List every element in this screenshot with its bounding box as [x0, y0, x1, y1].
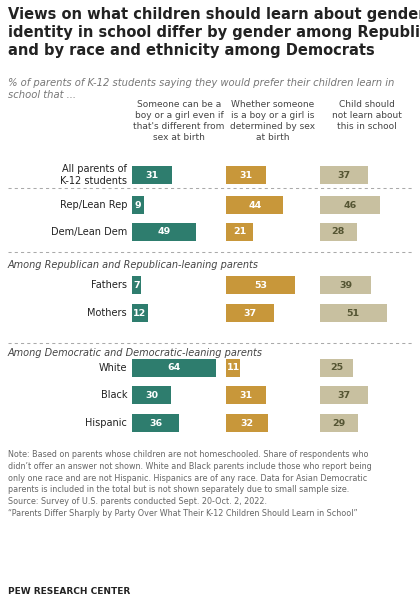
Text: 46: 46: [344, 201, 357, 210]
Text: 37: 37: [338, 390, 351, 399]
Text: Whether someone
is a boy or a girl is
determined by sex
at birth: Whether someone is a boy or a girl is de…: [231, 100, 315, 142]
Text: Views on what children should learn about gender
identity in school differ by ge: Views on what children should learn abou…: [8, 7, 420, 58]
Bar: [226, 304, 274, 322]
Bar: [132, 386, 171, 404]
Bar: [132, 166, 173, 184]
Text: 11: 11: [226, 364, 240, 373]
Bar: [132, 414, 179, 432]
Bar: [320, 414, 358, 432]
Bar: [320, 359, 353, 377]
Text: 53: 53: [254, 281, 267, 290]
Text: 31: 31: [240, 390, 253, 399]
Text: 28: 28: [332, 227, 345, 236]
Text: Child should
not learn about
this in school: Child should not learn about this in sch…: [332, 100, 402, 132]
Text: 12: 12: [133, 308, 147, 318]
Text: Fathers: Fathers: [91, 280, 127, 290]
Text: 9: 9: [134, 201, 141, 210]
Bar: [226, 359, 240, 377]
Text: 64: 64: [167, 364, 181, 373]
Text: PEW RESEARCH CENTER: PEW RESEARCH CENTER: [8, 587, 130, 596]
Bar: [226, 196, 284, 214]
Text: Black: Black: [100, 390, 127, 400]
Text: 21: 21: [233, 227, 247, 236]
Text: Rep/Lean Rep: Rep/Lean Rep: [60, 200, 127, 210]
Bar: [226, 223, 253, 241]
Bar: [132, 196, 144, 214]
Text: 39: 39: [339, 281, 352, 290]
Text: Mothers: Mothers: [87, 308, 127, 318]
Bar: [226, 276, 295, 294]
Text: 29: 29: [332, 419, 346, 427]
Text: 44: 44: [248, 201, 261, 210]
Text: All parents of
K-12 students: All parents of K-12 students: [60, 164, 127, 185]
Bar: [226, 414, 268, 432]
Text: 37: 37: [338, 170, 351, 179]
Text: White: White: [99, 363, 127, 373]
Bar: [320, 166, 368, 184]
Text: 37: 37: [244, 308, 257, 318]
Text: 31: 31: [240, 170, 253, 179]
Text: 31: 31: [146, 170, 159, 179]
Text: Hispanic: Hispanic: [85, 418, 127, 428]
Bar: [132, 276, 141, 294]
Bar: [132, 359, 215, 377]
Text: Among Democratic and Democratic-leaning parents: Among Democratic and Democratic-leaning …: [8, 348, 263, 358]
Text: Someone can be a
boy or a girl even if
that's different from
sex at birth: Someone can be a boy or a girl even if t…: [133, 100, 225, 142]
Text: 32: 32: [240, 419, 253, 427]
Bar: [320, 304, 386, 322]
Bar: [226, 386, 266, 404]
Text: 7: 7: [133, 281, 140, 290]
Text: 36: 36: [149, 419, 162, 427]
Text: Dem/Lean Dem: Dem/Lean Dem: [51, 227, 127, 237]
Bar: [320, 196, 380, 214]
Text: 25: 25: [330, 364, 343, 373]
Bar: [320, 386, 368, 404]
Bar: [320, 223, 357, 241]
Bar: [132, 304, 148, 322]
Text: 30: 30: [145, 390, 158, 399]
Text: 51: 51: [347, 308, 360, 318]
Bar: [226, 166, 266, 184]
Text: Note: Based on parents whose children are not homeschooled. Share of respondents: Note: Based on parents whose children ar…: [8, 450, 372, 518]
Text: % of parents of K-12 students saying they would prefer their children learn in
s: % of parents of K-12 students saying the…: [8, 78, 394, 101]
Bar: [132, 223, 196, 241]
Text: Among Republican and Republican-leaning parents: Among Republican and Republican-leaning …: [8, 260, 259, 270]
Bar: [320, 276, 371, 294]
Text: 49: 49: [158, 227, 171, 236]
